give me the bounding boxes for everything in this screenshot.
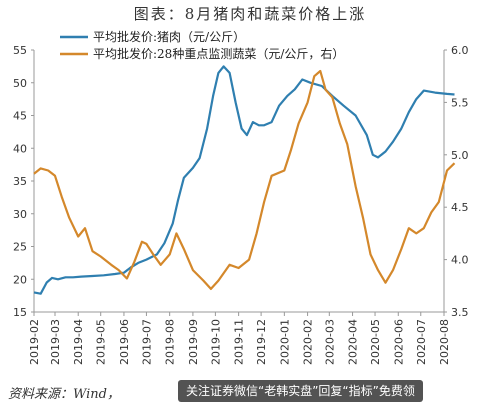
left-tick-label: 15: [13, 306, 27, 319]
right-tick-label: 6.0: [451, 44, 469, 57]
left-tick-label: 55: [13, 44, 27, 57]
pork-price-line: [33, 65, 455, 295]
watermark-banner: 关注证券微信“老韩实盘”回复“指标”免费领: [178, 380, 423, 402]
x-tick-label: 2019-03: [49, 319, 62, 365]
x-tick-label: 2019-06: [118, 319, 131, 365]
right-tick-label: 5.5: [451, 96, 469, 109]
left-tick-label: 30: [13, 208, 27, 221]
right-tick-label: 4.5: [451, 201, 469, 214]
x-tick-label: 2019-08: [164, 319, 177, 365]
left-tick-label: 40: [13, 142, 27, 155]
left-tick-label: 45: [13, 110, 27, 123]
x-tick-label: 2019-07: [140, 319, 153, 365]
x-tick-label: 2020-06: [392, 319, 405, 365]
vegetable-price-line: [33, 69, 456, 290]
legend-vegetable-label: 平均批发价:28种重点监测蔬菜（元/公斤，右）: [93, 46, 344, 61]
x-tick-label: 2019-11: [233, 319, 246, 365]
source-note: 资料来源：Wind，: [8, 387, 120, 402]
x-tick-label: 2020-05: [369, 319, 382, 365]
left-tick-label: 50: [13, 77, 27, 90]
x-tick-label: 2020-03: [323, 319, 336, 365]
right-tick-label: 4.0: [451, 254, 469, 267]
x-tick-label: 2020-07: [415, 319, 428, 365]
x-tick-label: 2019-02: [28, 319, 41, 365]
x-tick-label: 2019-12: [255, 319, 268, 365]
x-tick-label: 2020-02: [302, 319, 315, 365]
x-tick-label: 2019-09: [187, 319, 200, 365]
left-tick-label: 25: [13, 241, 27, 254]
right-tick-label: 3.5: [451, 306, 469, 319]
x-tick-label: 2020-01: [278, 319, 291, 365]
x-tick-label: 2020-08: [438, 319, 451, 365]
legend-pork-label: 平均批发价:猪肉（元/公斤）: [93, 29, 245, 44]
left-tick-label: 20: [13, 273, 27, 286]
x-tick-label: 2019-04: [72, 319, 85, 365]
x-tick-label: 2020-04: [347, 319, 360, 365]
chart-title: 图表：8月猪肉和蔬菜价格上涨: [133, 5, 367, 23]
right-tick-label: 5.0: [451, 149, 469, 162]
left-tick-label: 35: [13, 175, 27, 188]
x-tick-label: 2019-05: [95, 319, 108, 365]
x-tick-label: 2019-10: [209, 319, 222, 365]
